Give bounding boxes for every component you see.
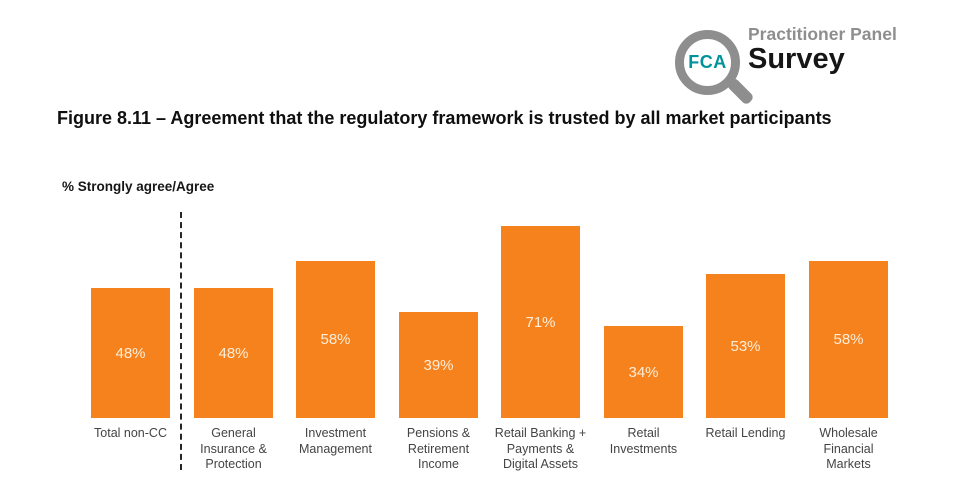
category-label: Total non-CC: [94, 426, 167, 440]
bar: 58%: [296, 261, 375, 418]
bar-value-label: 34%: [628, 363, 659, 381]
category-label: Investment Management: [299, 426, 372, 456]
bar: 58%: [809, 261, 888, 418]
bar: 34%: [604, 326, 683, 418]
category-label: General Insurance & Protection: [200, 426, 267, 471]
y-axis-label: % Strongly agree/Agree: [62, 179, 215, 194]
bar-value-label: 58%: [833, 331, 864, 348]
logo-survey-text: Survey: [748, 43, 845, 75]
logo-panel-text: Practitioner Panel: [748, 24, 897, 44]
category-label: Retail Investments: [609, 426, 678, 456]
bar: 71%: [501, 226, 580, 418]
bar: 48%: [91, 288, 170, 418]
total-separator-dashed-line: [180, 212, 182, 470]
bar-value-label: 48%: [115, 344, 146, 362]
bar-value-label: 48%: [218, 344, 249, 362]
figure-title: Figure 8.11 – Agreement that the regulat…: [57, 108, 832, 128]
bar-value-label: 53%: [730, 337, 761, 355]
magnifier-icon: FCA: [675, 30, 740, 95]
bar-value-label: 58%: [320, 331, 351, 348]
bar: 53%: [706, 274, 785, 418]
bar: 48%: [194, 288, 273, 418]
bar-value-label: 39%: [423, 356, 454, 374]
category-label: Retail Lending: [705, 426, 786, 440]
fca-logo-text: FCA: [688, 52, 727, 72]
bar: 39%: [399, 312, 478, 418]
bar-value-label: 71%: [525, 313, 556, 331]
category-label: Wholesale Financial Markets: [819, 426, 878, 471]
category-label: Retail Banking + Payments & Digital Assets: [494, 426, 587, 471]
fca-practitioner-panel-logo: FCA Practitioner Panel Survey: [673, 14, 955, 109]
category-label: Pensions & Retirement Income: [406, 426, 471, 471]
